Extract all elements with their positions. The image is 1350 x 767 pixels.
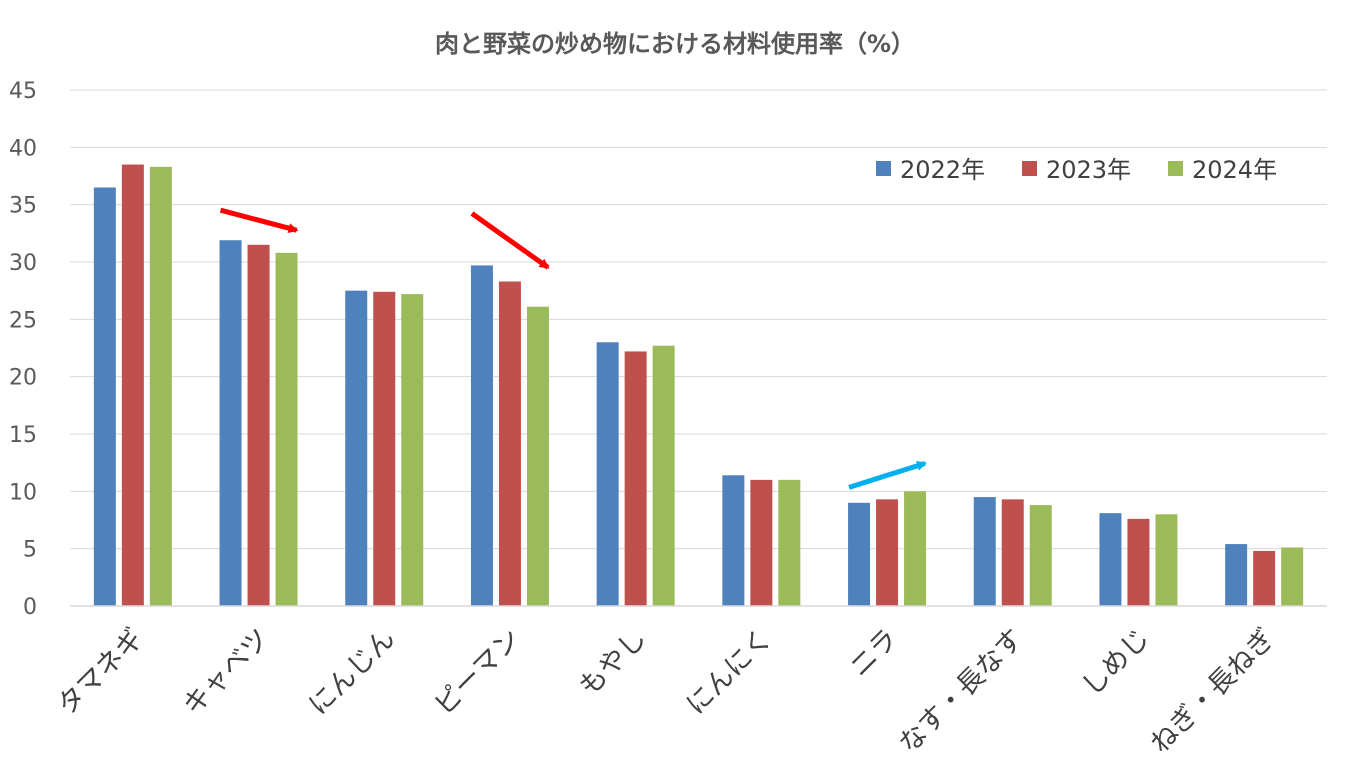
legend-label: 2023年 bbox=[1046, 156, 1131, 184]
y-tick-label: 10 bbox=[9, 480, 37, 505]
bar bbox=[373, 291, 396, 606]
legend-swatch bbox=[1022, 161, 1037, 176]
x-tick-label: ねぎ・長ねぎ bbox=[1145, 623, 1281, 759]
trend-arrows bbox=[219, 207, 927, 490]
x-tick-label: にんにく bbox=[680, 623, 778, 721]
bar bbox=[722, 475, 745, 606]
bar bbox=[750, 479, 773, 606]
bar bbox=[149, 166, 172, 606]
legend-label: 2024年 bbox=[1192, 156, 1277, 184]
bar bbox=[1029, 505, 1052, 606]
legend: 2022年 2023年 2024年 bbox=[876, 156, 1277, 184]
bar bbox=[1099, 513, 1122, 606]
bar bbox=[93, 187, 116, 606]
bar bbox=[624, 351, 647, 606]
legend-label: 2022年 bbox=[900, 156, 985, 184]
bar bbox=[973, 497, 996, 606]
y-tick-label: 0 bbox=[23, 595, 37, 620]
bar bbox=[345, 290, 368, 606]
bar bbox=[247, 244, 270, 607]
bar bbox=[778, 479, 801, 606]
bar bbox=[848, 502, 871, 606]
trend-arrow-down bbox=[219, 207, 299, 234]
y-tick-label: 45 bbox=[9, 79, 37, 104]
bar bbox=[1225, 544, 1248, 606]
chart-title: 肉と野菜の炒め物における材料使用率（%） bbox=[435, 30, 915, 58]
y-tick-label: 15 bbox=[9, 423, 37, 448]
y-tick-label: 25 bbox=[9, 308, 37, 333]
y-tick-label: 5 bbox=[23, 538, 37, 563]
y-tick-label: 20 bbox=[9, 366, 37, 391]
legend-swatch bbox=[876, 161, 891, 176]
bars bbox=[93, 164, 1304, 607]
x-tick-label: もやし bbox=[573, 623, 652, 702]
y-tick-label: 30 bbox=[9, 251, 37, 276]
bar bbox=[401, 294, 424, 606]
bar bbox=[1155, 514, 1178, 606]
y-tick-label: 40 bbox=[9, 136, 37, 161]
bar bbox=[121, 164, 144, 607]
x-tick-label: しめじ bbox=[1076, 623, 1155, 702]
x-tick-label: なす・長なす bbox=[893, 623, 1029, 759]
bar bbox=[904, 491, 927, 606]
trend-arrow-up bbox=[848, 460, 927, 490]
x-tick-label: タマネギ bbox=[52, 623, 150, 721]
x-tick-label: にんじん bbox=[303, 623, 401, 721]
bar bbox=[275, 252, 298, 606]
bar bbox=[470, 265, 493, 606]
x-tick-label: ピーマン bbox=[429, 623, 527, 721]
trend-arrow-down bbox=[470, 211, 550, 270]
bar bbox=[526, 306, 549, 606]
bar bbox=[1253, 550, 1276, 606]
bar bbox=[1281, 547, 1304, 606]
x-tick-label: ニラ bbox=[844, 623, 904, 683]
legend-swatch bbox=[1168, 161, 1183, 176]
bar bbox=[596, 342, 619, 606]
bar bbox=[498, 281, 521, 606]
bar bbox=[876, 499, 899, 606]
x-tick-label: キャベツ bbox=[177, 623, 275, 721]
bar bbox=[1001, 499, 1024, 606]
bar bbox=[219, 240, 242, 607]
bar bbox=[1127, 518, 1150, 606]
y-axis-tick-labels: 0 5 10 15 20 25 30 35 40 45 bbox=[9, 79, 37, 620]
bar bbox=[652, 345, 675, 606]
y-tick-label: 35 bbox=[9, 194, 37, 219]
